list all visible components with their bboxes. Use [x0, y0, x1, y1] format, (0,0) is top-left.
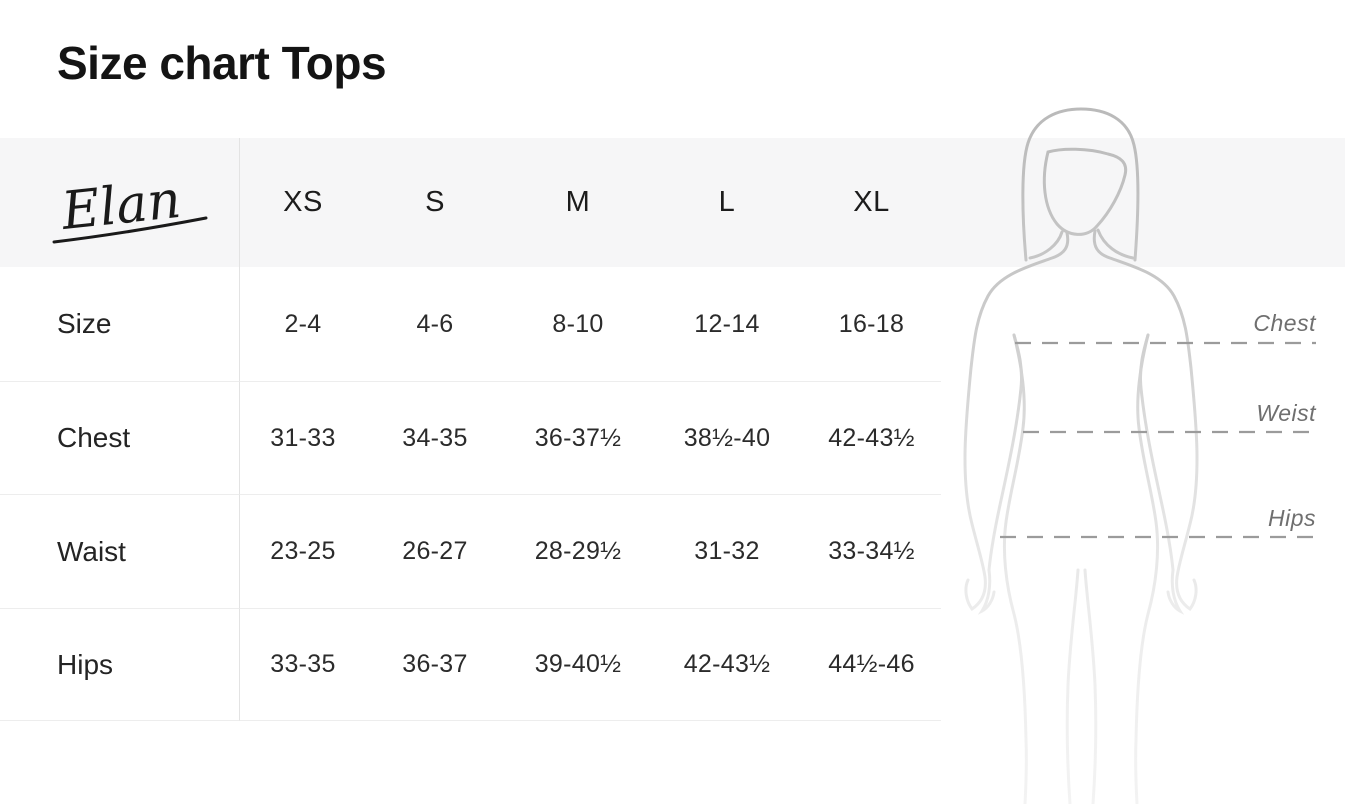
waist-value-xl: 33-34½	[802, 494, 941, 608]
left-torso-leg	[1002, 333, 1028, 804]
measurement-label-weist: Weist	[1256, 400, 1316, 426]
left-inner-leg	[1065, 568, 1080, 804]
right-hand	[1166, 568, 1185, 615]
chest-value-l: 38½-40	[652, 381, 802, 494]
size-value-s: 4-6	[416, 309, 454, 338]
hair-outline	[1021, 107, 1140, 262]
hips-value-s: 36-37	[366, 608, 504, 721]
size-value-l: 12-14	[694, 309, 760, 338]
size-value-m: 8-10	[552, 309, 604, 338]
chest-value-xs: 31-33	[240, 381, 366, 494]
column-header-xl: XL	[853, 186, 890, 218]
chest-value-xl: 42-43½	[802, 381, 941, 494]
row-label-chest: Chest	[0, 381, 240, 494]
brand-logo-underline	[52, 216, 208, 244]
brand-logo-cell: Elan	[0, 138, 240, 267]
waist-value-xs: 23-25	[240, 494, 366, 608]
face-outline	[1042, 147, 1128, 236]
column-header-l: L	[718, 186, 736, 218]
left-shoulder-arm	[963, 231, 1070, 612]
brand-logo: Elan	[52, 170, 208, 244]
waist-value-l: 31-32	[652, 494, 802, 608]
page-title: Size chart Tops	[57, 37, 387, 89]
size-value-xs: 2-4	[284, 309, 322, 338]
female-figure-illustration	[963, 107, 1316, 804]
column-header-xs: XS	[283, 186, 323, 218]
left-hand	[977, 568, 996, 615]
row-label-waist: Waist	[0, 494, 240, 608]
measurement-label-chest: Chest	[1253, 310, 1316, 336]
hips-value-m: 39-40½	[504, 608, 652, 721]
column-header-m: M	[565, 186, 591, 218]
column-header-s: S	[425, 186, 445, 218]
right-shoulder-arm	[1092, 229, 1199, 612]
chest-value-s: 34-35	[366, 381, 504, 494]
row-label-size: Size	[0, 267, 240, 381]
size-value-xl: 16-18	[838, 309, 905, 338]
measurement-label-hips: Hips	[1267, 505, 1316, 531]
chest-value-m: 36-37½	[504, 381, 652, 494]
brand-logo-text: Elan	[58, 170, 184, 242]
hips-value-xl: 44½-46	[802, 608, 941, 721]
size-chart-table: Elan XS S M L XL Size 2-4 4-6 8-10 12-14…	[0, 138, 941, 721]
right-inner-leg	[1083, 568, 1098, 804]
hips-value-l: 42-43½	[652, 608, 802, 721]
row-label-hips: Hips	[0, 608, 240, 721]
right-torso-leg	[1134, 333, 1160, 804]
waist-value-m: 28-29½	[504, 494, 652, 608]
hair-right-strand	[1096, 228, 1135, 260]
hips-value-xs: 33-35	[240, 608, 366, 721]
hair-left-strand	[1028, 230, 1064, 260]
waist-value-s: 26-27	[366, 494, 504, 608]
